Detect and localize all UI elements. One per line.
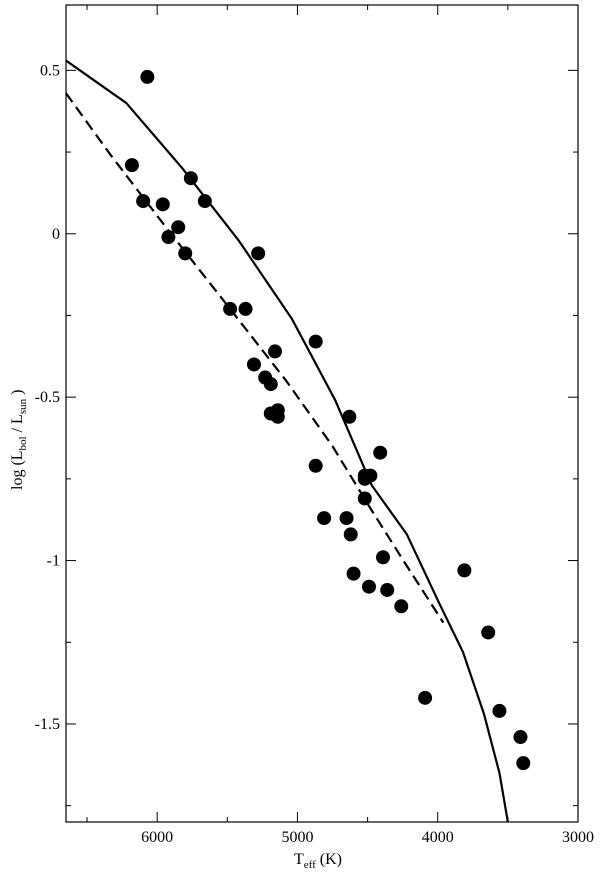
data-point	[339, 511, 354, 526]
y-axis-label-mid: / L	[9, 414, 26, 436]
x-axis-label-main: T	[294, 851, 304, 868]
data-point	[246, 357, 261, 372]
data-point	[197, 194, 212, 209]
y-tick-label: -1	[47, 553, 60, 570]
data-point	[178, 246, 193, 261]
y-axis-label: log (Lbol / Lsun )	[9, 390, 29, 490]
data-point	[343, 527, 358, 542]
y-axis-label-suffix: )	[9, 390, 26, 399]
x-tick-label: 6000	[141, 829, 173, 846]
data-point	[373, 445, 388, 460]
data-point	[481, 625, 496, 640]
data-point	[516, 756, 531, 771]
data-point	[492, 703, 507, 718]
data-point	[376, 550, 391, 565]
data-point	[238, 301, 253, 316]
data-point	[263, 377, 278, 392]
data-point	[270, 409, 285, 424]
data-point	[342, 409, 357, 424]
y-axis-label-sub1: bol	[17, 436, 29, 450]
plot-frame	[65, 4, 579, 823]
x-axis-label: Teff (K)	[294, 851, 342, 871]
data-point	[308, 334, 323, 349]
data-point	[136, 194, 151, 209]
y-tick-label: 0	[52, 226, 60, 243]
x-tick-label: 5000	[281, 829, 313, 846]
data-point	[457, 563, 472, 578]
x-axis-label-unit: (K)	[316, 851, 342, 868]
y-tick-label: -1.5	[35, 716, 60, 733]
data-point	[183, 171, 198, 186]
data-point	[513, 730, 528, 745]
y-tick-label: -0.5	[35, 389, 60, 406]
dashed-curve	[65, 92, 445, 624]
data-point	[361, 579, 376, 594]
data-point	[171, 220, 186, 235]
data-point	[317, 511, 332, 526]
x-tick-label: 3000	[562, 829, 594, 846]
data-point	[357, 471, 372, 486]
y-axis-label-sub2: sun	[17, 398, 29, 414]
data-point	[223, 301, 238, 316]
data-point	[161, 230, 176, 245]
y-axis-label-prefix: log (L	[9, 450, 26, 490]
data-points	[124, 69, 531, 771]
data-point	[155, 197, 170, 212]
data-point	[380, 582, 395, 597]
x-axis-label-sub: eff	[304, 859, 316, 871]
data-point	[140, 69, 155, 84]
solid-curve	[65, 59, 509, 823]
data-point	[418, 690, 433, 705]
data-point	[346, 566, 361, 581]
data-point	[394, 599, 409, 614]
y-tick-label: 0.5	[40, 62, 60, 79]
data-point	[268, 344, 283, 359]
x-tick-label: 4000	[422, 829, 454, 846]
data-point	[124, 158, 139, 173]
axis-ticks: 6000 5000 4000 3000 0.5 0 -0.5 -1 -1.5	[35, 5, 594, 846]
data-point	[251, 246, 266, 261]
model-curves	[65, 59, 509, 823]
data-point	[357, 491, 372, 506]
data-point	[308, 458, 323, 473]
